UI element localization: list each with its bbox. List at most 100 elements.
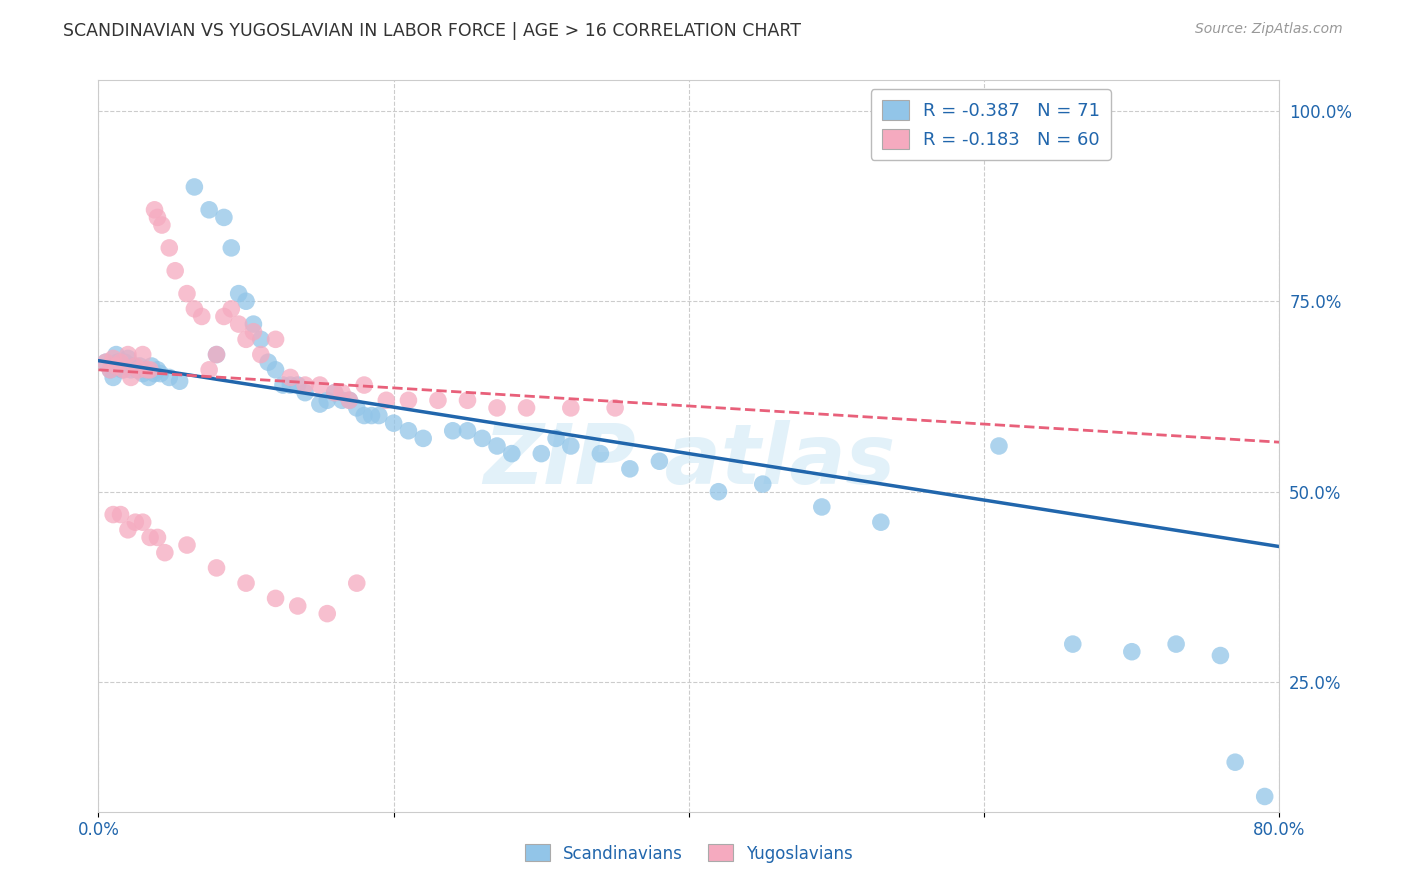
Point bbox=[752, 477, 775, 491]
Point bbox=[132, 348, 155, 362]
Point bbox=[228, 286, 250, 301]
Point bbox=[412, 431, 434, 445]
Point bbox=[117, 523, 139, 537]
Point bbox=[264, 332, 287, 346]
Point bbox=[107, 355, 129, 369]
Point bbox=[103, 370, 125, 384]
Point bbox=[110, 359, 132, 373]
Point bbox=[127, 363, 149, 377]
Point bbox=[1209, 648, 1232, 663]
Point bbox=[530, 447, 553, 461]
Point bbox=[250, 348, 273, 362]
Point bbox=[117, 348, 139, 362]
Point bbox=[309, 397, 332, 411]
Text: Source: ZipAtlas.com: Source: ZipAtlas.com bbox=[1195, 22, 1343, 37]
Point bbox=[221, 241, 243, 255]
Point bbox=[257, 355, 280, 369]
Point bbox=[124, 515, 146, 529]
Point bbox=[375, 393, 398, 408]
Point bbox=[149, 367, 172, 381]
Point bbox=[153, 546, 176, 560]
Point bbox=[398, 393, 420, 408]
Point bbox=[132, 367, 155, 381]
Point bbox=[112, 363, 135, 377]
Point bbox=[103, 351, 125, 366]
Point bbox=[212, 211, 235, 225]
Point bbox=[287, 378, 309, 392]
Point bbox=[264, 591, 287, 606]
Point bbox=[212, 310, 235, 324]
Point bbox=[339, 393, 361, 408]
Point bbox=[398, 424, 420, 438]
Text: ZIP atlas: ZIP atlas bbox=[482, 420, 896, 501]
Point bbox=[486, 401, 509, 415]
Point bbox=[228, 317, 250, 331]
Point bbox=[382, 416, 405, 430]
Point bbox=[810, 500, 832, 514]
Point bbox=[103, 508, 125, 522]
Point bbox=[146, 530, 169, 544]
Point bbox=[146, 363, 169, 377]
Point bbox=[98, 363, 121, 377]
Point bbox=[146, 211, 169, 225]
Point bbox=[94, 355, 117, 369]
Point bbox=[117, 351, 139, 366]
Point bbox=[1062, 637, 1084, 651]
Point bbox=[120, 370, 142, 384]
Point bbox=[339, 393, 361, 408]
Point bbox=[1121, 645, 1143, 659]
Point bbox=[176, 286, 198, 301]
Point bbox=[486, 439, 509, 453]
Point bbox=[111, 363, 134, 377]
Point bbox=[1166, 637, 1188, 651]
Point bbox=[457, 393, 479, 408]
Point bbox=[323, 385, 346, 400]
Point bbox=[648, 454, 671, 468]
Point bbox=[98, 363, 121, 377]
Point bbox=[988, 439, 1011, 453]
Point bbox=[287, 599, 309, 613]
Point bbox=[110, 355, 132, 369]
Point bbox=[183, 180, 205, 194]
Point bbox=[176, 538, 198, 552]
Point bbox=[619, 462, 641, 476]
Point bbox=[280, 370, 302, 384]
Point bbox=[560, 401, 582, 415]
Point bbox=[501, 447, 523, 461]
Point bbox=[138, 370, 160, 384]
Point bbox=[157, 241, 180, 255]
Point bbox=[120, 363, 142, 377]
Point bbox=[143, 202, 166, 217]
Point bbox=[427, 393, 450, 408]
Point bbox=[441, 424, 464, 438]
Point bbox=[294, 378, 316, 392]
Point bbox=[353, 409, 375, 423]
Point bbox=[250, 332, 273, 346]
Point bbox=[205, 348, 228, 362]
Point bbox=[707, 484, 730, 499]
Point bbox=[169, 374, 191, 388]
Text: SCANDINAVIAN VS YUGOSLAVIAN IN LABOR FORCE | AGE > 16 CORRELATION CHART: SCANDINAVIAN VS YUGOSLAVIAN IN LABOR FOR… bbox=[63, 22, 801, 40]
Point bbox=[605, 401, 627, 415]
Point bbox=[546, 431, 568, 445]
Point bbox=[457, 424, 479, 438]
Point bbox=[589, 447, 612, 461]
Point bbox=[330, 385, 353, 400]
Point bbox=[330, 393, 353, 408]
Point bbox=[141, 359, 163, 373]
Point bbox=[124, 359, 146, 373]
Point bbox=[105, 348, 128, 362]
Point bbox=[316, 607, 339, 621]
Point bbox=[368, 409, 391, 423]
Point bbox=[132, 515, 155, 529]
Point bbox=[139, 363, 162, 377]
Point bbox=[353, 378, 375, 392]
Point bbox=[157, 370, 180, 384]
Point bbox=[165, 264, 187, 278]
Point bbox=[198, 363, 221, 377]
Point bbox=[309, 378, 332, 392]
Point bbox=[1225, 755, 1247, 769]
Point bbox=[191, 310, 214, 324]
Point bbox=[346, 576, 368, 591]
Point bbox=[114, 355, 136, 369]
